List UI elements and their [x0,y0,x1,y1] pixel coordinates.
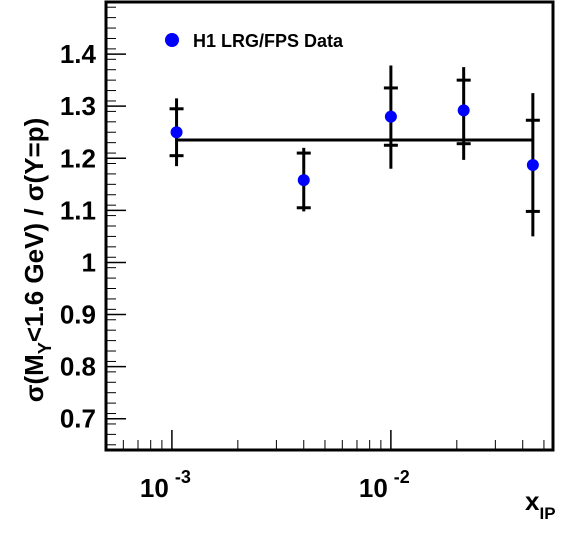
plot-frame [104,0,555,452]
y-tick-label: 0.9 [60,300,96,330]
data-point [526,159,539,172]
y-tick-label: 1.1 [60,195,96,225]
data-point [384,110,397,123]
y-axis-label-pre: σ(M [19,354,49,402]
data-point [170,126,183,139]
legend-label: H1 LRG/FPS Data [193,31,344,51]
legend-marker [165,33,179,47]
data-point [297,174,310,187]
y-tick-label: 0.7 [60,404,96,434]
x-axis-label: xIP [525,486,556,523]
y-tick-label: 0.8 [60,352,96,382]
y-axis-label-sub: Y [35,342,55,354]
y-tick-label: 1.4 [60,39,97,69]
x-axis-label-main: x [525,486,540,516]
x-tick-label: 10 -3 [140,467,191,503]
y-tick-label: 1.3 [60,91,96,121]
data-point [457,104,470,117]
data-points [170,104,539,187]
y-axis-label: σ(MY<1.6 GeV) / σ(Y=p) [19,118,55,403]
y-tick-label: 1.2 [60,143,96,173]
legend: H1 LRG/FPS Data [165,31,344,51]
error-bars [169,65,540,237]
x-axis-label-sub: IP [539,504,555,523]
axes [104,0,555,452]
axis-ticks [106,6,545,450]
y-axis-label-post: <1.6 GeV) / σ(Y=p) [19,118,49,342]
x-tick-label: 10 -2 [359,467,410,503]
tick-labels: 0.7 0.8 0.9 1 1.1 1.2 1.3 1.4 10 -3 10 -2 [60,39,410,503]
y-tick-label: 1 [82,247,96,277]
